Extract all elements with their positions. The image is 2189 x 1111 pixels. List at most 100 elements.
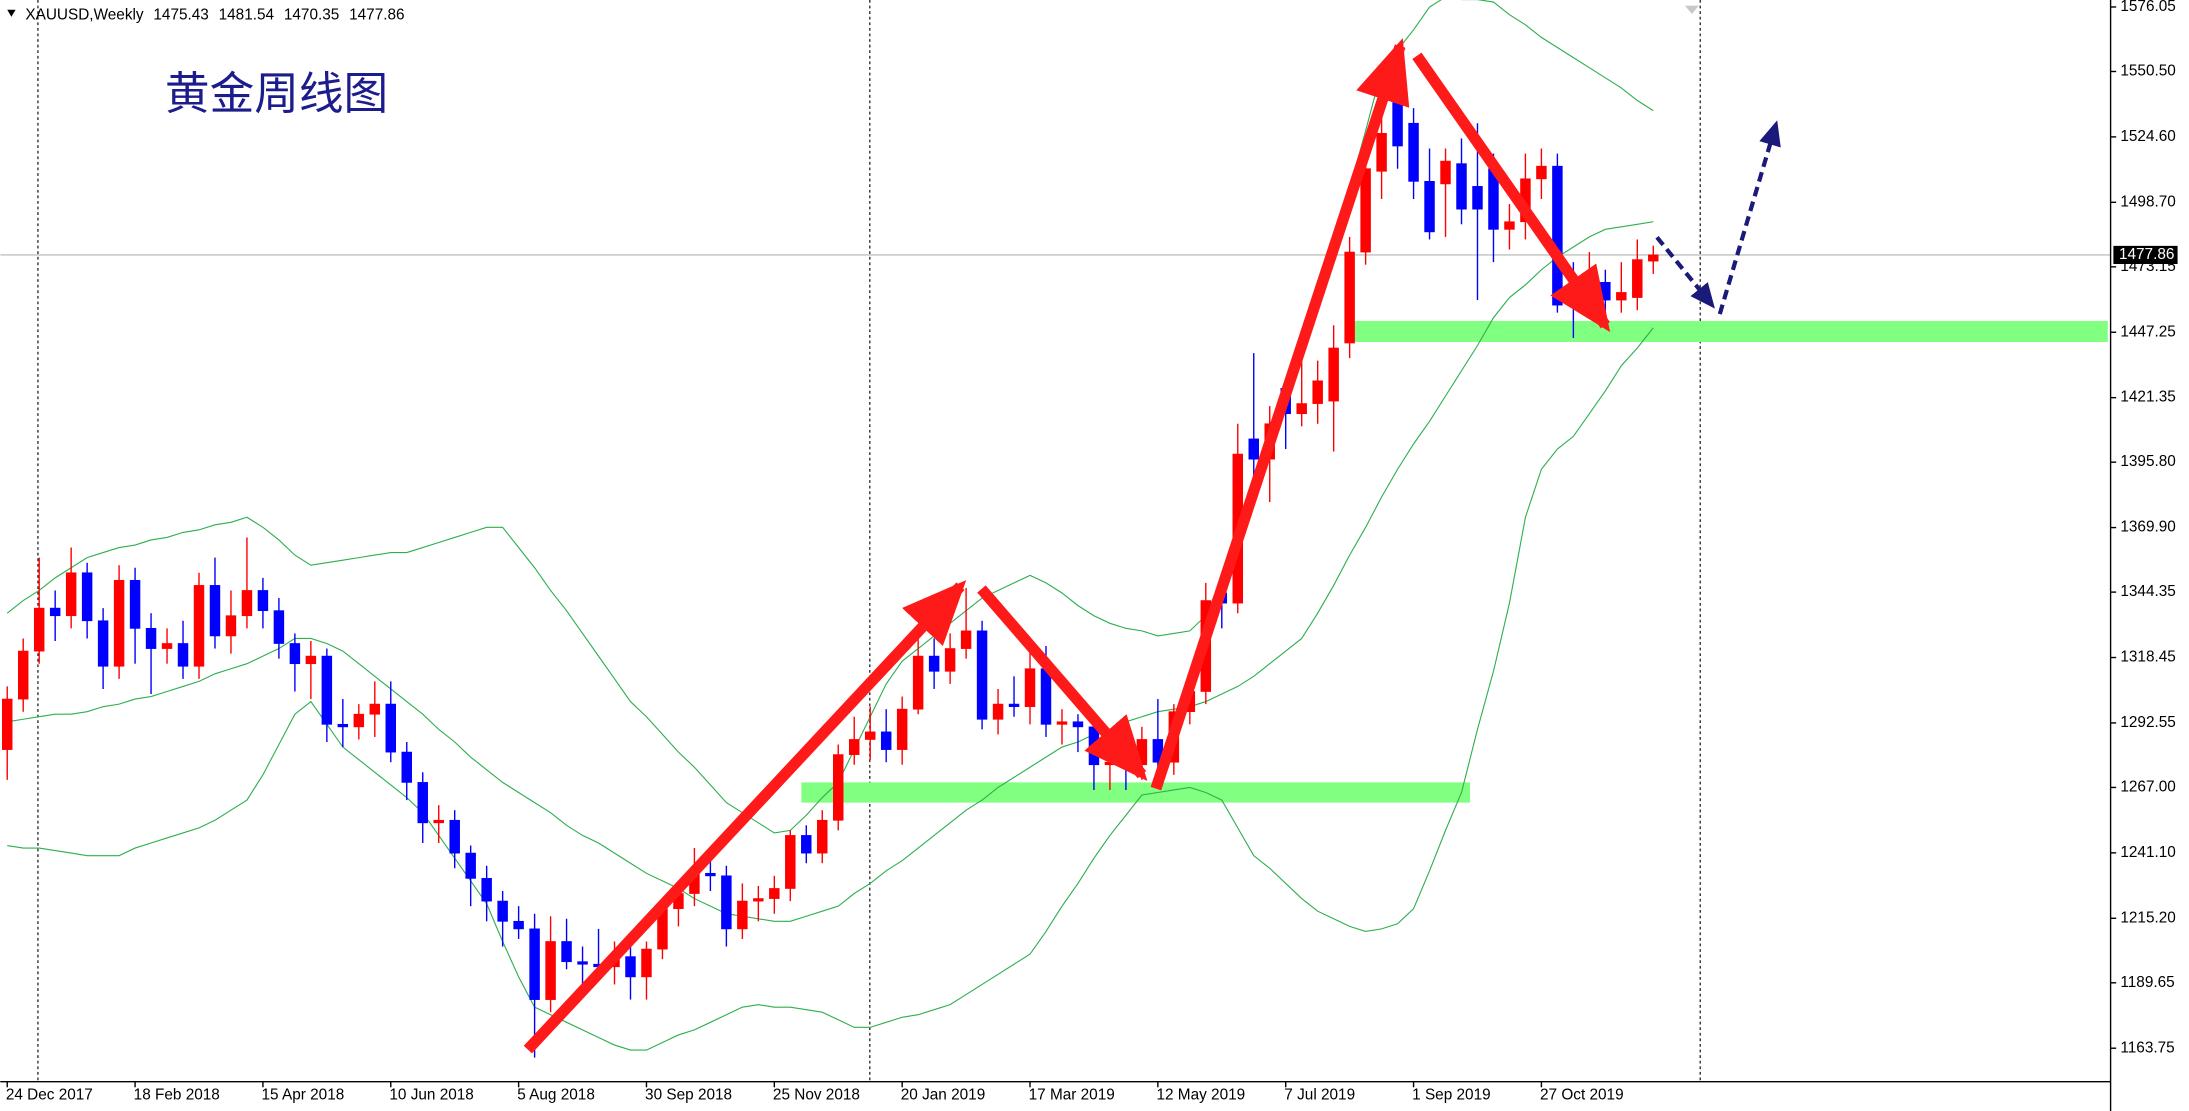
candle-body bbox=[561, 941, 572, 963]
symbol: XAUUSD,Weekly bbox=[25, 6, 144, 23]
y-tick-label: 1550.50 bbox=[2120, 63, 2175, 80]
candle-body bbox=[369, 703, 381, 715]
candle-body bbox=[113, 580, 125, 667]
candle-body bbox=[976, 630, 988, 720]
candle-body bbox=[753, 898, 764, 902]
forecast-arrow bbox=[1717, 120, 1781, 315]
candle-body bbox=[880, 731, 892, 750]
candle-body bbox=[81, 572, 93, 622]
x-tick-label: 15 Apr 2018 bbox=[262, 1087, 345, 1104]
candle-body bbox=[928, 655, 940, 672]
candle-body bbox=[385, 703, 397, 753]
y-tick-label: 1215.20 bbox=[2120, 909, 2175, 926]
candle-body bbox=[705, 872, 716, 877]
candle-body bbox=[1552, 165, 1563, 306]
candle-body bbox=[1632, 259, 1643, 298]
x-tick-label: 7 Jul 2019 bbox=[1284, 1087, 1355, 1104]
x-tick-label: 5 Aug 2018 bbox=[517, 1087, 595, 1104]
candle-body bbox=[209, 585, 221, 637]
candle-body bbox=[1312, 380, 1323, 404]
y-tick-label: 1421.35 bbox=[2120, 389, 2175, 406]
candle-body bbox=[1072, 721, 1084, 728]
header: XAUUSD,Weekly 1475.43 1481.54 1470.35 1477.8… bbox=[25, 6, 404, 23]
header-open: 1475.43 bbox=[153, 6, 208, 23]
candle-body bbox=[721, 875, 732, 930]
candle-body bbox=[481, 878, 492, 902]
y-tick-label: 1369.90 bbox=[2120, 519, 2175, 536]
candle-body bbox=[273, 610, 285, 644]
candle-body bbox=[225, 615, 237, 637]
background-layer bbox=[0, 0, 2111, 1051]
header-triangle bbox=[7, 9, 16, 17]
trend-arrow bbox=[977, 585, 1148, 781]
candle-body bbox=[513, 920, 524, 930]
chart-title: 黄金周线图 bbox=[165, 68, 388, 120]
candle-body bbox=[1296, 403, 1307, 415]
y-tick-label: 1498.70 bbox=[2120, 193, 2175, 210]
candle-body bbox=[1408, 122, 1419, 182]
candles-layer bbox=[1, 57, 1659, 1058]
candle-body bbox=[353, 713, 365, 728]
candle-body bbox=[1616, 292, 1627, 301]
y-tick-label: 1524.60 bbox=[2120, 128, 2175, 145]
y-tick-label: 1163.75 bbox=[2120, 1039, 2174, 1056]
y-tick-label: 1318.45 bbox=[2120, 649, 2175, 666]
last-price-label: 1477.86 bbox=[2119, 246, 2174, 263]
candle-body bbox=[577, 961, 588, 965]
x-tick-label: 18 Feb 2018 bbox=[134, 1087, 220, 1104]
candle-body bbox=[177, 643, 189, 667]
candle-body bbox=[497, 900, 508, 922]
period-separators bbox=[37, 0, 1701, 1082]
candle-body bbox=[241, 590, 253, 617]
candle-body bbox=[289, 643, 301, 665]
candle-body bbox=[817, 819, 828, 854]
axis-layer: 1576.051550.501524.601498.701473.151447.… bbox=[6, 0, 2176, 1104]
candle-body bbox=[129, 580, 141, 629]
y-tick-label: 1189.65 bbox=[2120, 974, 2174, 991]
y-tick-label: 1267.00 bbox=[2120, 779, 2175, 796]
candle-body bbox=[145, 628, 157, 649]
top-layer: 1477.86 bbox=[2113, 245, 2178, 265]
candle-body bbox=[1008, 703, 1020, 707]
candle-body bbox=[785, 835, 796, 889]
candle-body bbox=[17, 650, 29, 700]
candle-body bbox=[33, 607, 45, 652]
candle-body bbox=[465, 852, 476, 879]
x-tick-label: 1 Sep 2019 bbox=[1412, 1087, 1490, 1104]
y-tick-label: 1395.80 bbox=[2120, 453, 2175, 470]
candle-body bbox=[417, 782, 428, 824]
candle-body bbox=[1648, 254, 1659, 262]
candle-body bbox=[1440, 160, 1451, 185]
candle-body bbox=[193, 585, 205, 667]
candle-body bbox=[529, 928, 540, 1000]
candle-body bbox=[960, 630, 972, 649]
candle-body bbox=[337, 723, 349, 728]
candle-body bbox=[1328, 347, 1339, 402]
candle-body bbox=[1536, 165, 1547, 180]
candle-body bbox=[769, 888, 780, 899]
candle-body bbox=[737, 900, 748, 930]
y-tick-label: 1241.10 bbox=[2120, 844, 2175, 861]
x-tick-label: 30 Sep 2018 bbox=[645, 1087, 732, 1104]
candle-body bbox=[1248, 438, 1259, 460]
x-tick-label: 12 May 2019 bbox=[1156, 1087, 1245, 1104]
candle-body bbox=[896, 708, 908, 750]
candle-body bbox=[1088, 726, 1100, 766]
candle-body bbox=[864, 731, 876, 740]
candle-body bbox=[1472, 186, 1483, 210]
candle-body bbox=[1600, 282, 1611, 301]
x-tick-label: 17 Mar 2019 bbox=[1029, 1087, 1115, 1104]
header-close: 1477.86 bbox=[349, 6, 404, 23]
candle-body bbox=[1376, 133, 1387, 172]
candle-body bbox=[625, 956, 636, 978]
support-zone bbox=[1351, 321, 2108, 342]
x-tick-label: 25 Nov 2018 bbox=[773, 1087, 860, 1104]
annotation-arrows bbox=[523, 38, 1781, 1054]
candle-body bbox=[1104, 761, 1116, 766]
candle-body bbox=[305, 655, 317, 665]
candle-body bbox=[65, 572, 77, 617]
trend-arrow bbox=[1150, 38, 1410, 791]
x-tick-label: 24 Dec 2017 bbox=[6, 1087, 93, 1104]
